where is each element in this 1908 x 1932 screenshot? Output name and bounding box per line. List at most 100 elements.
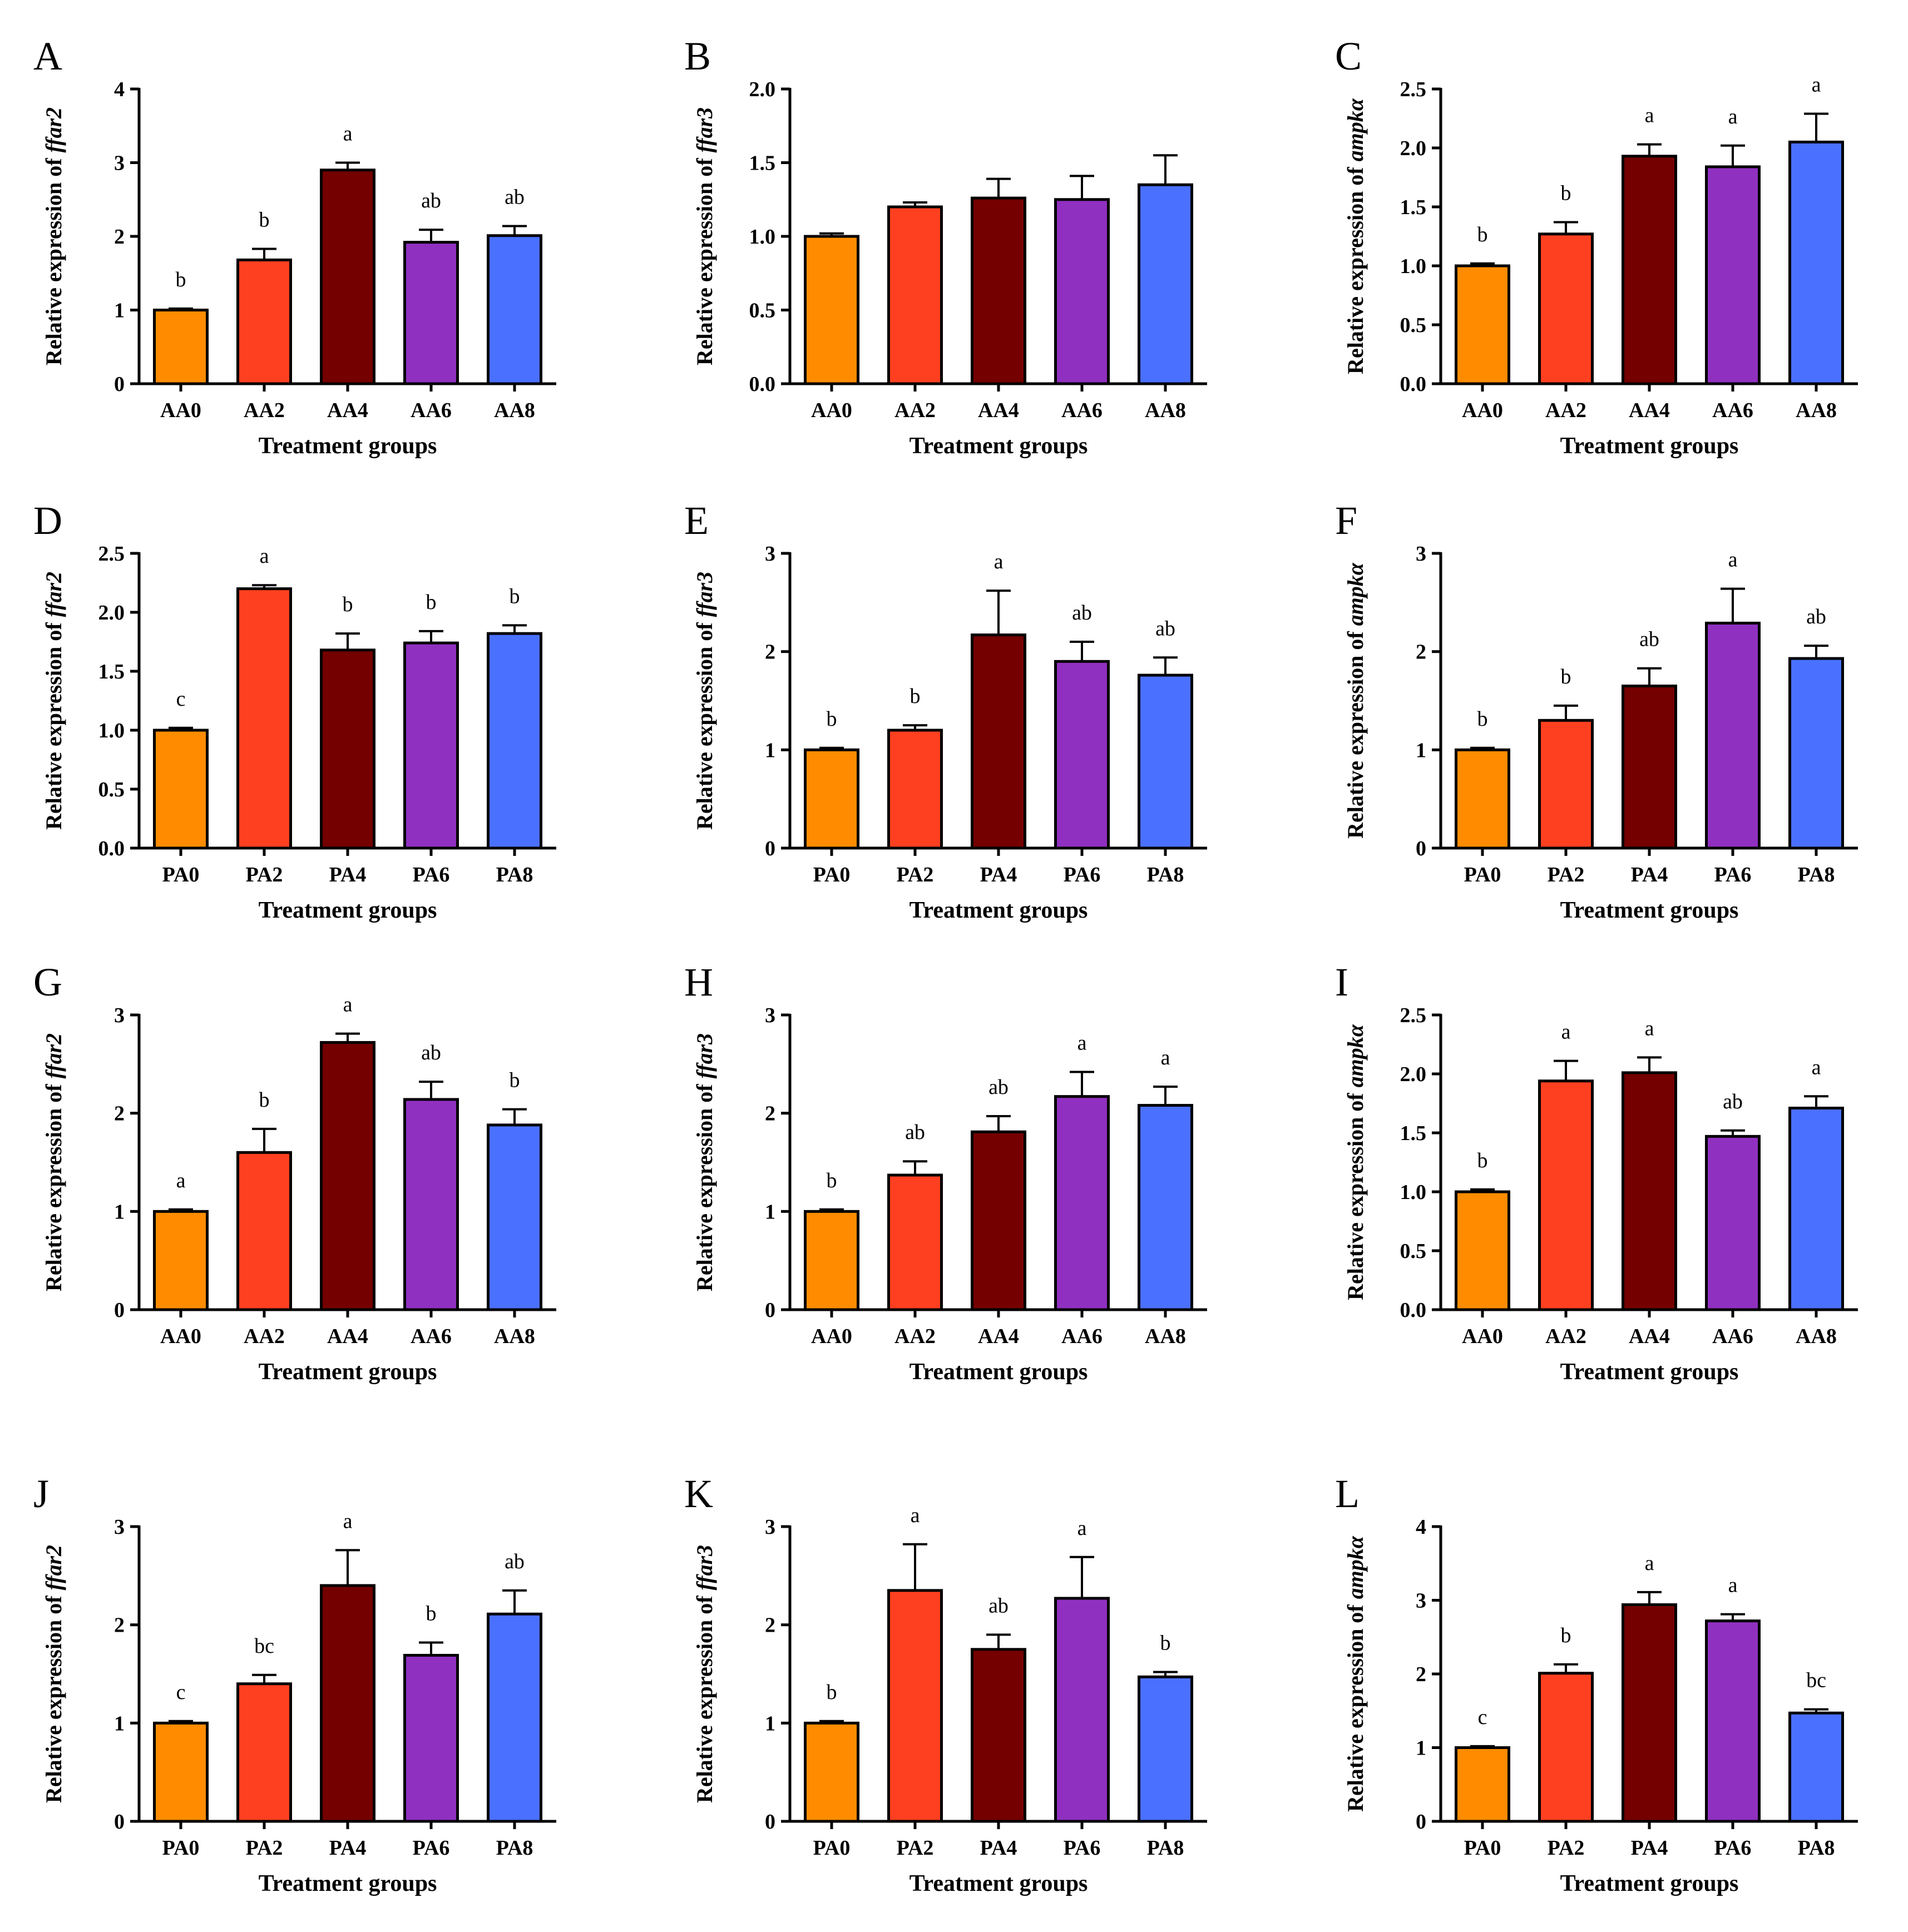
x-tick-label: AA4 — [327, 1325, 368, 1348]
x-tick-label: AA8 — [1145, 399, 1186, 422]
bar-aa4 — [320, 1041, 375, 1311]
x-tick-label: AA0 — [811, 1325, 852, 1348]
x-tick-label: AA8 — [1796, 399, 1837, 422]
significance-label: ab — [988, 1594, 1009, 1617]
y-tick-label: 0 — [765, 1299, 775, 1322]
significance-label: a — [343, 122, 353, 146]
significance-label: a — [343, 1509, 353, 1533]
bar-aa4 — [971, 1130, 1026, 1311]
y-axis-title-gene: ffar3 — [692, 1545, 717, 1590]
significance-label: a — [1728, 1574, 1738, 1597]
bar-pa6 — [1705, 621, 1761, 850]
x-tick-label: AA6 — [1712, 1325, 1753, 1348]
bar-pa2 — [236, 587, 292, 850]
y-tick-label: 0.5 — [98, 778, 125, 801]
y-tick-label: 2 — [114, 1102, 125, 1126]
y-tick-label: 3 — [114, 152, 125, 175]
x-tick-label: PA6 — [1714, 863, 1752, 886]
significance-label: b — [1477, 707, 1488, 731]
x-tick-label: AA8 — [1145, 1325, 1186, 1348]
x-tick-label: PA0 — [813, 863, 851, 886]
significance-label: a — [1077, 1031, 1087, 1054]
y-axis-title-gene: ffar3 — [692, 572, 717, 617]
x-tick-label: AA0 — [160, 399, 201, 422]
significance-label: b — [1561, 665, 1571, 688]
bar-aa2 — [236, 1151, 292, 1311]
significance-label: a — [260, 544, 269, 568]
x-tick-label: AA0 — [160, 1325, 201, 1348]
bar-pa4 — [971, 633, 1026, 850]
bar-pa4 — [320, 1584, 375, 1823]
x-tick-label: PA0 — [813, 1836, 851, 1860]
significance-label: a — [1161, 1046, 1170, 1069]
x-tick-label: AA6 — [411, 1325, 452, 1348]
x-tick-label: AA4 — [1629, 1325, 1670, 1348]
x-tick-label: AA2 — [1545, 399, 1586, 422]
x-tick-label: PA0 — [162, 1836, 200, 1860]
panel-k: K 0 1 2 3 Relative expression of ffar3 PA0 b PA2… — [684, 1472, 1207, 1896]
significance-label: b — [1561, 1624, 1571, 1647]
y-axis-title-gene: ffar3 — [692, 1033, 717, 1078]
y-axis-title: Relative expression of ffar2 — [41, 572, 66, 830]
y-tick-label: 1 — [114, 1200, 125, 1223]
panel-letter: H — [684, 960, 713, 1004]
x-tick-label: PA2 — [1548, 1836, 1585, 1860]
significance-label: a — [1645, 1552, 1654, 1575]
y-tick-label: 0 — [1416, 1810, 1426, 1834]
y-tick-label: 1.0 — [749, 225, 776, 249]
y-tick-label: 2.5 — [98, 542, 125, 566]
panel-letter: B — [684, 34, 711, 78]
y-tick-label: 1.0 — [1400, 1181, 1427, 1204]
y-tick-label: 1.5 — [98, 660, 125, 683]
y-tick-label: 3 — [765, 542, 775, 566]
bar-aa0 — [153, 1210, 209, 1311]
x-axis-title: Treatment groups — [909, 1359, 1088, 1385]
bar-pa4 — [971, 1648, 1026, 1823]
x-tick-label: PA2 — [1548, 863, 1585, 886]
bar-aa0 — [153, 309, 209, 385]
x-tick-label: AA2 — [244, 399, 285, 422]
y-tick-label: 0.5 — [749, 299, 776, 323]
y-tick-label: 0.0 — [749, 373, 776, 396]
panel-b: B 0.0 0.5 1.0 1.5 2.0 Relative expression of f… — [684, 34, 1207, 459]
bar-pa0 — [153, 1721, 209, 1823]
x-tick-label: PA2 — [246, 863, 283, 886]
x-axis-title: Treatment groups — [909, 898, 1088, 923]
y-axis-title-gene: ffar2 — [41, 1033, 66, 1078]
y-axis-title: Relative expression of ampkα — [1343, 98, 1368, 374]
bar-pa2 — [1538, 719, 1594, 850]
panel-letter: G — [33, 960, 62, 1004]
bar-aa8 — [1138, 1104, 1193, 1311]
panel-d: D 0.0 0.5 1.0 1.5 2.0 2.5 Relative expression o… — [33, 498, 556, 923]
significance-label: ab — [1723, 1090, 1743, 1113]
significance-label: b — [1477, 223, 1488, 246]
significance-label: a — [1561, 1021, 1571, 1044]
y-axis-title: Relative expression of ffar3 — [692, 107, 717, 365]
x-tick-label: PA6 — [1714, 1836, 1752, 1860]
x-tick-label: AA8 — [1796, 1325, 1837, 1348]
bar-pa0 — [804, 748, 859, 850]
y-tick-label: 1 — [114, 1712, 125, 1735]
y-tick-label: 2 — [765, 641, 775, 664]
bar-aa2 — [1538, 232, 1594, 385]
significance-label: a — [1812, 1056, 1821, 1079]
y-axis-title: Relative expression of ffar2 — [41, 1545, 66, 1803]
bar-aa0 — [804, 235, 859, 385]
y-tick-label: 0.5 — [1400, 314, 1427, 337]
x-tick-label: PA4 — [329, 1836, 367, 1860]
y-tick-label: 0 — [114, 1810, 125, 1834]
y-tick-label: 0 — [765, 1810, 775, 1834]
y-tick-label: 2 — [765, 1102, 775, 1126]
bar-aa8 — [1788, 140, 1844, 385]
bar-pa2 — [887, 729, 943, 850]
y-tick-label: 0 — [114, 1299, 125, 1322]
y-tick-label: 1.0 — [98, 719, 125, 742]
bar-aa6 — [1705, 165, 1761, 385]
x-tick-label: AA2 — [894, 399, 936, 422]
bar-aa2 — [1538, 1079, 1594, 1311]
y-tick-label: 2.5 — [1400, 78, 1427, 101]
significance-label: ab — [505, 185, 525, 209]
x-axis-title: Treatment groups — [1560, 1871, 1739, 1896]
